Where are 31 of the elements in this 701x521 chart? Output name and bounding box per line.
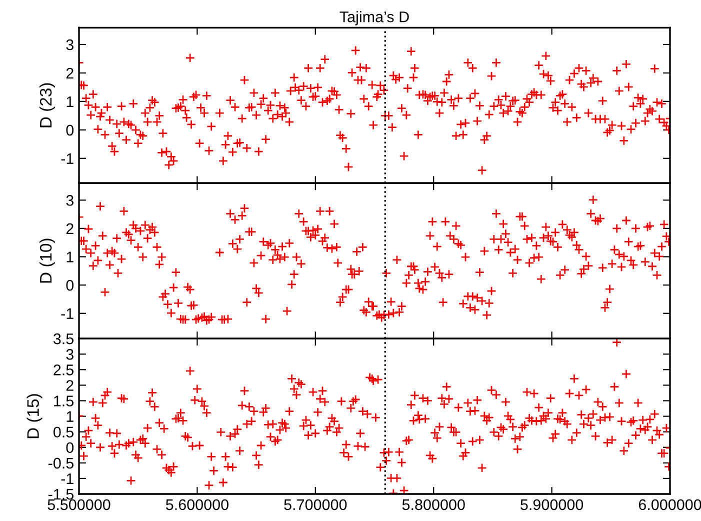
y-tick-label: 0.5 [54, 426, 74, 438]
y-tick-label: 0 [66, 124, 74, 136]
x-tick-label: 5.800000 [402, 499, 465, 510]
y-tick-label: -0.5 [48, 458, 74, 469]
y-tick-label: 0 [66, 442, 74, 454]
y-tick-label: 1.5 [54, 396, 74, 406]
y-tick-label: 1 [66, 252, 74, 262]
x-tick-label: 5.700000 [284, 499, 347, 510]
y-tick-label: 3 [66, 348, 74, 360]
y-axis-title: D (23) [39, 83, 55, 128]
y-tick-label: -1 [61, 153, 74, 164]
y-tick-label: 3.5 [53, 333, 74, 344]
y-tick-label: 1 [66, 411, 74, 422]
y-tick-label: 2.5 [54, 364, 74, 376]
y-tick-label: -1 [61, 473, 74, 484]
x-tick-label: 5.900000 [520, 499, 584, 510]
y-tick-label: 1 [66, 96, 74, 107]
y-tick-label: 3 [66, 194, 74, 206]
x-tick-label: 6.000000 [638, 499, 701, 510]
y-tick-label: 0 [66, 280, 74, 291]
x-tick-label: 5.500000 [48, 499, 110, 510]
chart-title: Tajima’s D [340, 11, 409, 26]
x-tick-label: 5.600000 [166, 499, 228, 510]
y-axis-title: D (10) [39, 238, 55, 283]
y-tick-label: 2 [66, 223, 74, 234]
y-tick-label: -1.5 [48, 489, 74, 500]
y-tick-label: 2 [66, 68, 74, 78]
y-axis-title: D (15) [26, 394, 42, 438]
y-tick-label: 3 [66, 39, 74, 50]
y-tick-label: 2 [66, 380, 74, 391]
y-tick-label: -1 [61, 308, 74, 319]
